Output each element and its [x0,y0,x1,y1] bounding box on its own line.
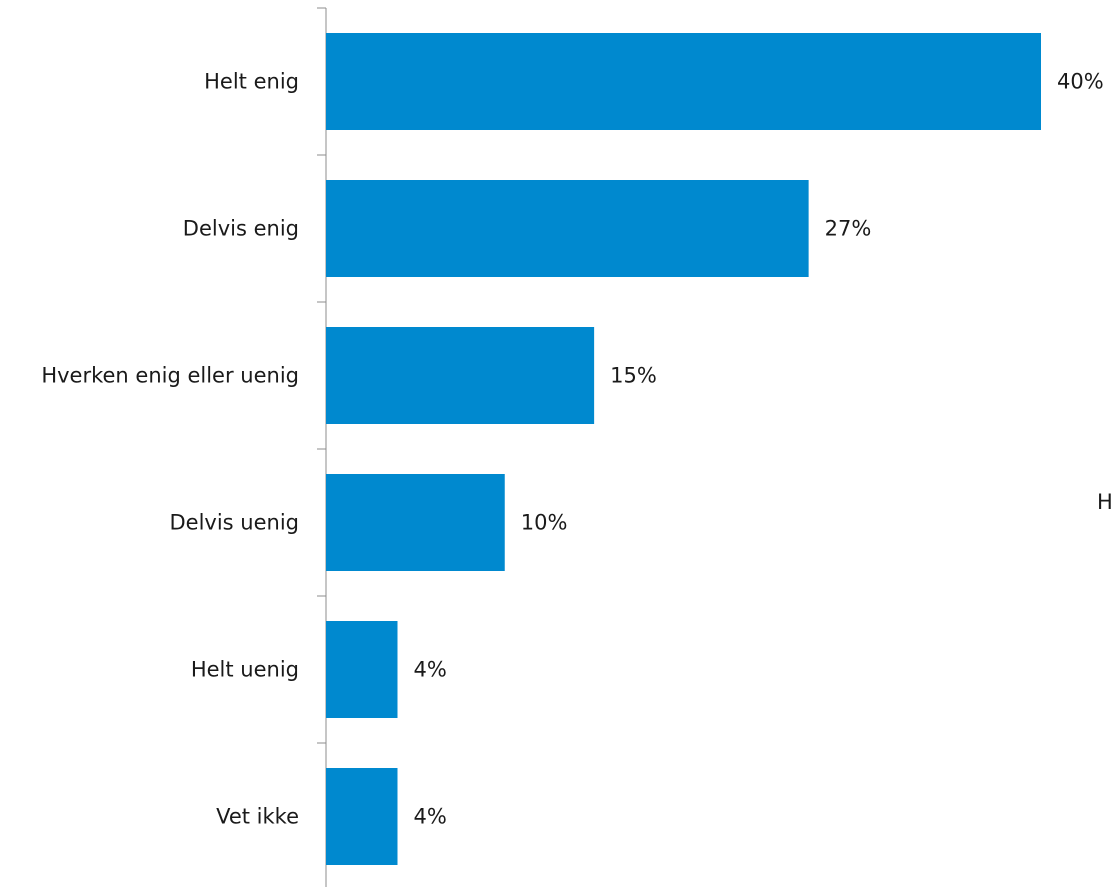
category-label: Delvis uenig [169,511,299,535]
bar [326,327,595,424]
data-label: 10% [521,511,568,535]
bar [326,768,398,865]
category-label: Helt uenig [191,658,299,682]
bars-layer [326,33,1041,865]
axis-layer [317,7,327,887]
data-label: 4% [414,805,447,829]
data-label: 40% [1057,70,1104,94]
bar [326,33,1041,130]
data-label: 27% [825,217,872,241]
bar [326,621,398,718]
category-label: Vet ikke [216,805,299,829]
labels-layer: Helt enig 40% Delvis enig 27% Hverken enig e… [41,70,1103,829]
data-label: 15% [610,364,657,388]
category-label: Helt enig [204,70,299,94]
category-label: Hverken enig eller uenig [41,364,299,388]
clipped-text-fragment: H [1097,490,1112,514]
bar [326,180,809,277]
bar [326,474,505,571]
category-label: Delvis enig [183,217,299,241]
data-label: 4% [414,658,447,682]
